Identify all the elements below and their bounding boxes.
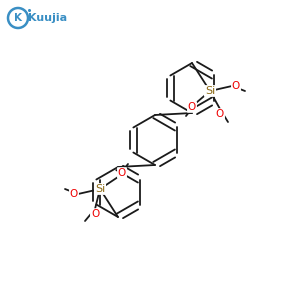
Text: K: K	[14, 13, 22, 23]
Text: O: O	[216, 109, 224, 119]
Text: O: O	[91, 209, 99, 219]
Text: O: O	[118, 168, 126, 178]
Text: Si: Si	[95, 184, 105, 194]
Text: Si: Si	[205, 86, 215, 96]
Text: O: O	[70, 189, 78, 199]
Text: O: O	[232, 81, 240, 91]
Text: Kuujia: Kuujia	[28, 13, 68, 23]
Text: O: O	[188, 102, 196, 112]
